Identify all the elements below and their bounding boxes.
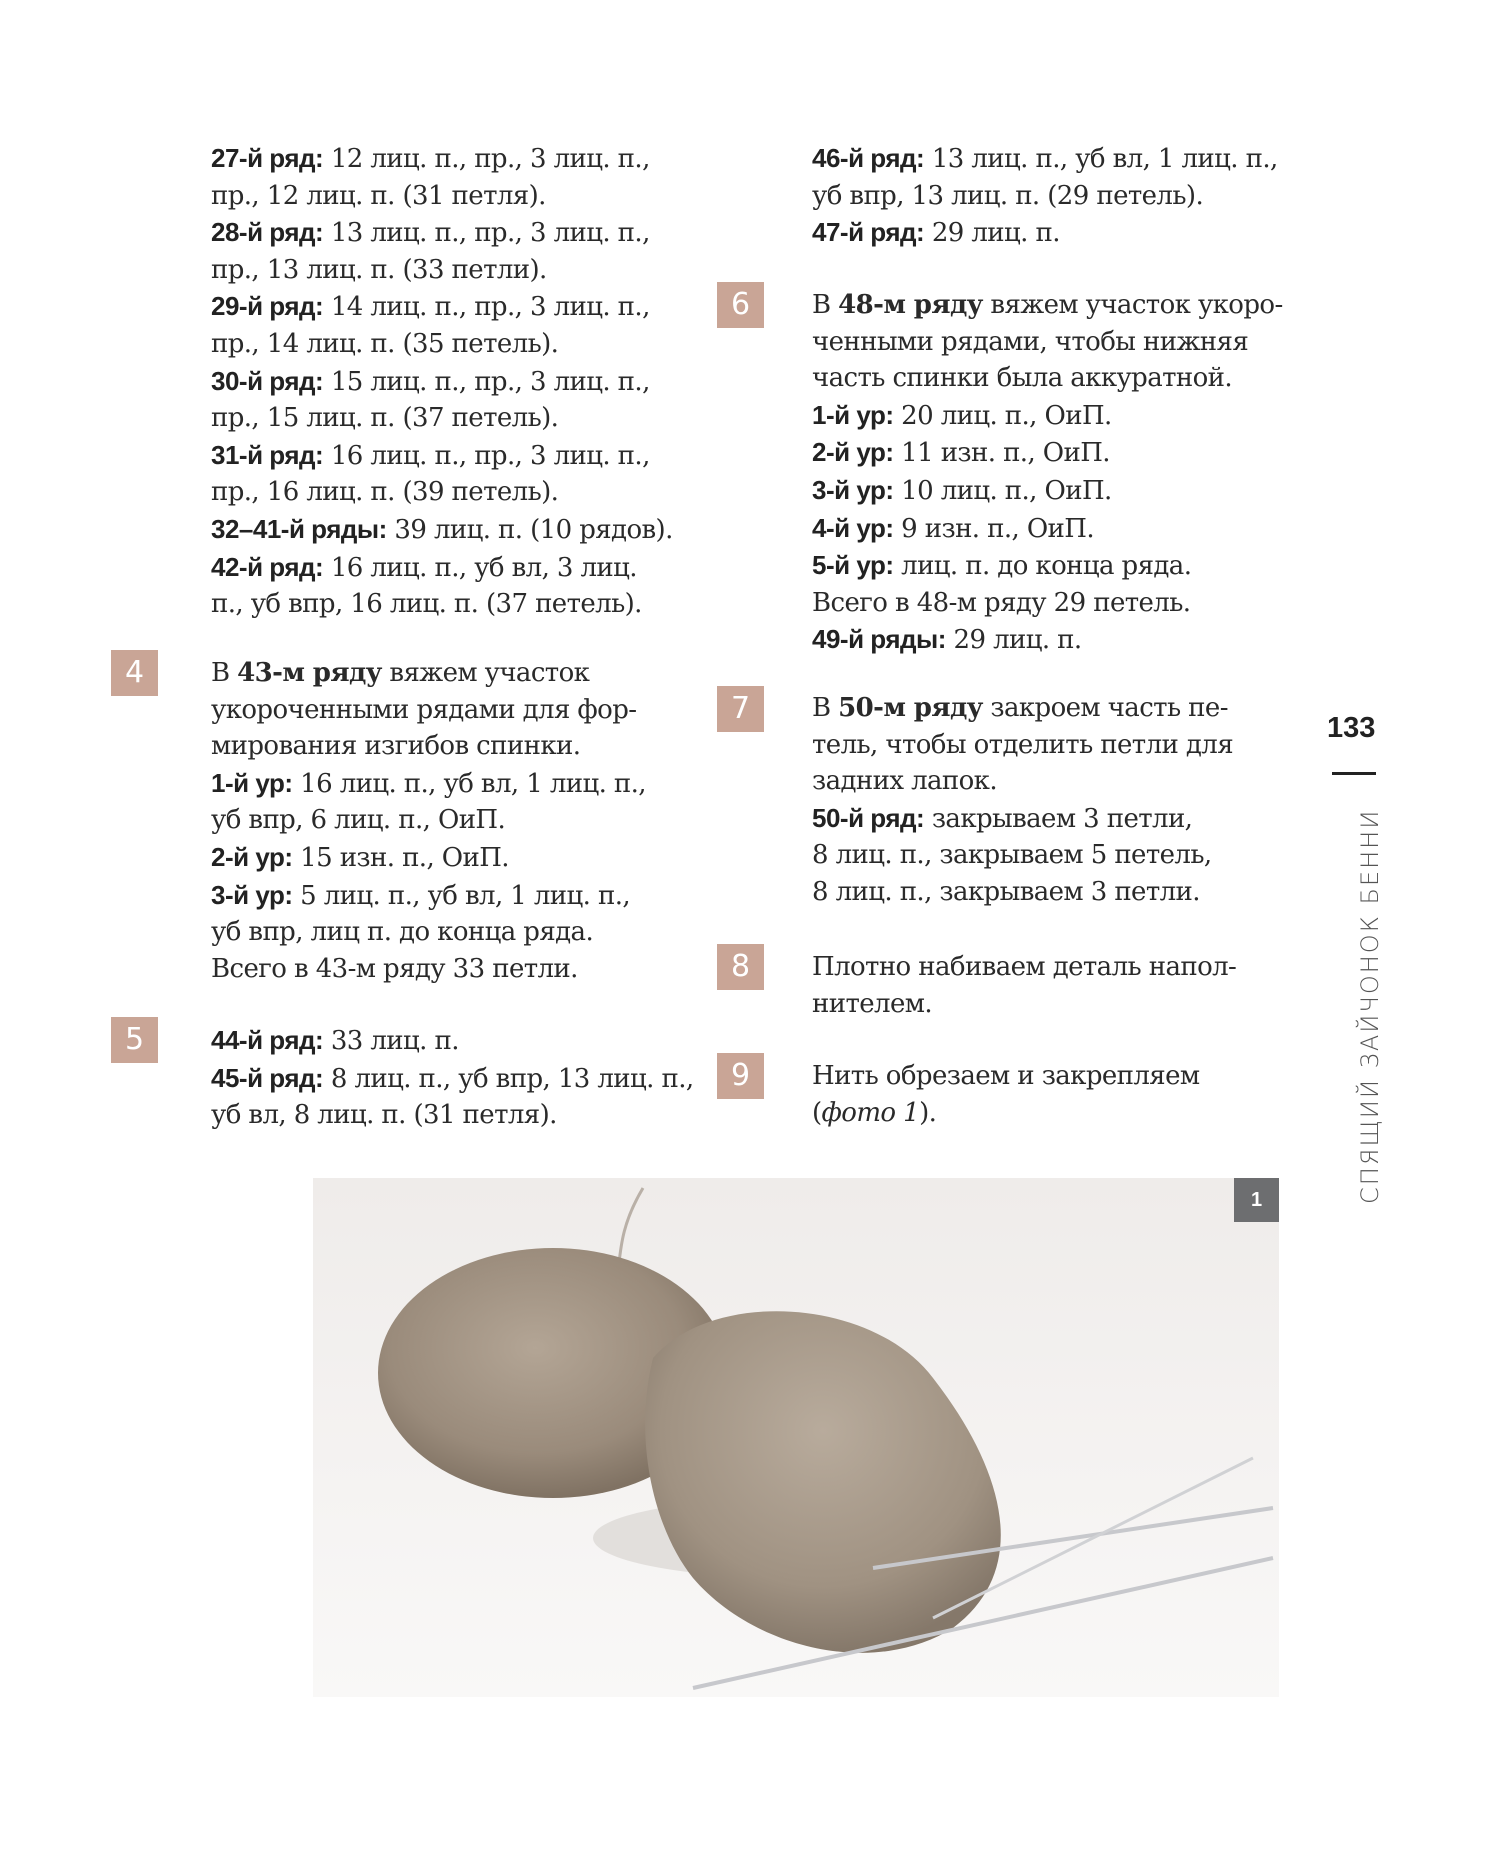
rows-46-47: 46-й ряд: 13 лиц. п., уб вл, 1 лиц. п., …	[812, 143, 1278, 249]
row-instruction: 28-й ряд: 13 лиц. п., пр., 3 лиц. п.,	[211, 214, 673, 252]
row-instruction-cont: пр., 14 лиц. п. (35 петель).	[211, 326, 673, 363]
running-head: СПЯЩИЙ ЗАЙЧОНОК БЕННИ	[1356, 808, 1384, 1204]
row-label: 29-й ряд:	[211, 291, 324, 322]
row-text: пр., 12 лиц. п. (31 петля).	[211, 180, 546, 211]
step-9-text: Нить обрезаем и закрепляем (фото 1).	[812, 1061, 1200, 1128]
step-badge-8: 8	[717, 944, 764, 990]
page-number-rule	[1332, 772, 1376, 775]
row-label: 30-й ряд:	[211, 365, 324, 396]
step-badge-4: 4	[111, 650, 158, 696]
photo-number-badge: 1	[1234, 1178, 1279, 1222]
step-5-text: 44-й ряд: 33 лиц. п. 45-й ряд: 8 лиц. п.…	[211, 1025, 694, 1131]
step-6-text: В 48-м ряду вяжем участок укоро- ченными…	[812, 290, 1283, 656]
step-7-text: В 50-м ряду закроем часть пе- тель, чтоб…	[812, 693, 1234, 907]
row-text: 15 лиц. п., пр., 3 лиц. п.,	[323, 366, 651, 397]
step-badge-6: 6	[717, 282, 764, 328]
step-badge-9: 9	[717, 1053, 764, 1099]
knitted-piece-illustration	[378, 1187, 1274, 1690]
row-label: 42-й ряд:	[211, 551, 324, 582]
row-text: 39 лиц. п. (10 рядов).	[386, 514, 673, 545]
row-text: пр., 13 лиц. п. (33 петли).	[211, 254, 547, 285]
row-instruction: 27-й ряд: 12 лиц. п., пр., 3 лиц. п.,	[211, 140, 673, 178]
row-instruction: 32–41-й ряды: 39 лиц. п. (10 рядов).	[211, 511, 673, 549]
row-instruction-cont: п., уб впр, 16 лиц. п. (37 петель).	[211, 586, 673, 623]
row-label: 31-й ряд:	[211, 439, 324, 470]
row-text: 16 лиц. п., пр., 3 лиц. п.,	[323, 440, 651, 471]
step-4-text: В 43-м ряду вяжем участок укороченными р…	[211, 658, 647, 984]
row-instruction-cont: пр., 15 лиц. п. (37 петель).	[211, 400, 673, 437]
row-instruction-cont: пр., 13 лиц. п. (33 петли).	[211, 252, 673, 289]
row-label: 27-й ряд:	[211, 143, 324, 173]
row-label: 28-й ряд:	[211, 217, 324, 248]
row-text: 16 лиц. п., уб вл, 3 лиц.	[323, 552, 638, 583]
row-instruction: 31-й ряд: 16 лиц. п., пр., 3 лиц. п.,	[211, 437, 673, 475]
row-text: 12 лиц. п., пр., 3 лиц. п.,	[323, 144, 651, 174]
step-badge-7: 7	[717, 686, 764, 732]
step-8-text: Плотно набиваем деталь напол- нителем.	[812, 952, 1237, 1019]
row-instruction: 42-й ряд: 16 лиц. п., уб вл, 3 лиц.	[211, 549, 673, 587]
row-text: пр., 16 лиц. п. (39 петель).	[211, 477, 559, 508]
row-text: пр., 14 лиц. п. (35 петель).	[211, 328, 559, 359]
row-instruction-cont: пр., 16 лиц. п. (39 петель).	[211, 474, 673, 511]
photo-knitted-body	[313, 1178, 1279, 1697]
row-instruction: 30-й ряд: 15 лиц. п., пр., 3 лиц. п.,	[211, 363, 673, 401]
page-number: 133	[1327, 712, 1376, 744]
row-text: 13 лиц. п., пр., 3 лиц. п.,	[323, 218, 651, 249]
rows-27-42: 27-й ряд: 12 лиц. п., пр., 3 лиц. п., пр.…	[211, 140, 673, 623]
row-label: 32–41-й ряды:	[211, 513, 387, 544]
row-text: 14 лиц. п., пр., 3 лиц. п.,	[323, 292, 651, 323]
step-badge-5: 5	[111, 1017, 158, 1063]
row-instruction: 29-й ряд: 14 лиц. п., пр., 3 лиц. п.,	[211, 288, 673, 326]
row-text: пр., 15 лиц. п. (37 петель).	[211, 403, 559, 434]
row-instruction-cont: пр., 12 лиц. п. (31 петля).	[211, 178, 673, 215]
row-text: п., уб впр, 16 лиц. п. (37 петель).	[211, 589, 642, 620]
